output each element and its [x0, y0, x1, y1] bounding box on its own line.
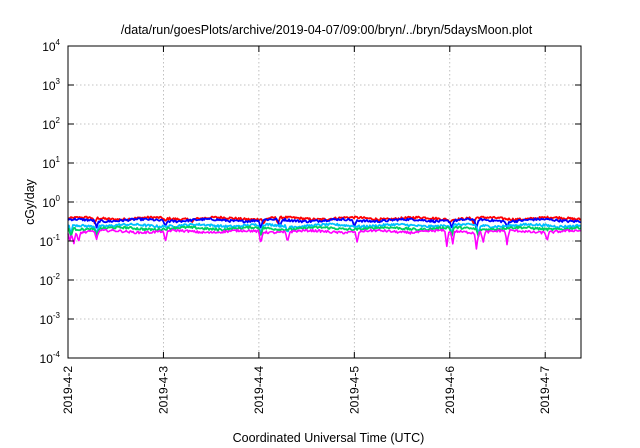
series-group [67, 215, 582, 250]
y-tick-label: 10-1 [40, 233, 61, 249]
chart-title: /data/run/goesPlots/archive/2019-04-07/0… [121, 23, 533, 37]
x-tick-label: 2019-4-4 [252, 366, 266, 414]
x-tick-label: 2019-4-2 [61, 366, 75, 414]
x-axis-title: Coordinated Universal Time (UTC) [233, 431, 425, 445]
x-tick-label: 2019-4-5 [347, 366, 361, 414]
y-tick-label: 10-4 [40, 350, 61, 366]
y-tick-label: 10-3 [40, 311, 61, 327]
series-line [67, 225, 582, 238]
y-tick-label: 10-2 [40, 272, 61, 288]
y-tick-label: 104 [42, 38, 60, 54]
series-line [67, 215, 582, 225]
y-axis-title: cGy/day [23, 178, 37, 225]
x-tick-label: 2019-4-3 [156, 366, 170, 414]
y-tick-label: 103 [42, 77, 60, 93]
y-tick-label: 102 [42, 116, 60, 132]
x-tick-label: 2019-4-6 [443, 366, 457, 414]
y-tick-label: 101 [42, 155, 60, 171]
x-tick-label: 2019-4-7 [538, 366, 552, 414]
tick-group: 10-4 10-3 10-2 10-1 100 101 102 103 104 2019-4-2 2… [40, 38, 581, 414]
series-line [67, 217, 581, 230]
y-tick-label: 100 [42, 194, 60, 210]
series-line [67, 222, 582, 236]
grid [68, 46, 581, 358]
series-line [67, 228, 582, 250]
